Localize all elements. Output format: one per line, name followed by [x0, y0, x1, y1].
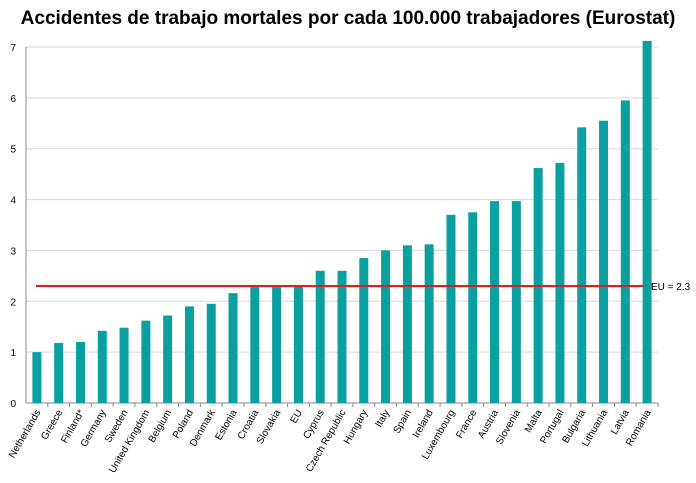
bar	[250, 287, 260, 403]
bar	[119, 327, 129, 403]
reference-line-group: EU = 2.3	[36, 282, 691, 293]
category-label: Latvia	[609, 408, 632, 437]
bar	[446, 214, 456, 403]
bar	[599, 120, 609, 403]
y-tick-label: 0	[10, 399, 16, 410]
bar	[642, 40, 652, 403]
category-labels: NetherlandsGreeceFinland*GermanySwedenUn…	[7, 407, 654, 475]
bar	[315, 270, 325, 403]
bar	[32, 352, 42, 403]
bar	[272, 287, 282, 403]
bar	[141, 320, 151, 403]
y-tick-label: 2	[10, 297, 16, 308]
bar	[511, 201, 521, 403]
bar	[555, 162, 565, 403]
category-label: Malta	[523, 408, 545, 435]
category-label: Italy	[373, 408, 392, 429]
y-tick-label: 6	[10, 94, 16, 105]
bars	[32, 40, 652, 404]
y-tick-label: 1	[10, 348, 16, 359]
bar	[381, 250, 391, 403]
bar	[75, 341, 85, 403]
y-tick-label: 7	[10, 43, 16, 54]
category-label: Spain	[392, 408, 414, 436]
bar	[620, 100, 630, 404]
bar	[97, 330, 107, 403]
y-tick-label: 5	[10, 145, 16, 156]
y-tick-label: 3	[10, 246, 16, 257]
bar	[228, 293, 238, 403]
reference-line-label: EU = 2.3	[651, 282, 691, 293]
bar	[337, 270, 347, 403]
bar	[402, 245, 412, 403]
category-label: Estonia	[213, 408, 239, 443]
bar	[424, 244, 434, 403]
bar	[490, 201, 500, 403]
bar	[468, 212, 478, 403]
bar	[184, 306, 194, 403]
bar	[359, 258, 369, 403]
bar	[163, 315, 173, 403]
bar	[293, 286, 303, 403]
y-tick-label: 4	[10, 196, 16, 207]
category-label: EU	[289, 408, 305, 426]
category-label: Netherlands	[7, 408, 43, 460]
bar	[577, 127, 587, 404]
chart-title: Accidentes de trabajo mortales por cada …	[20, 8, 676, 29]
bar	[206, 303, 216, 403]
bar	[54, 342, 64, 403]
